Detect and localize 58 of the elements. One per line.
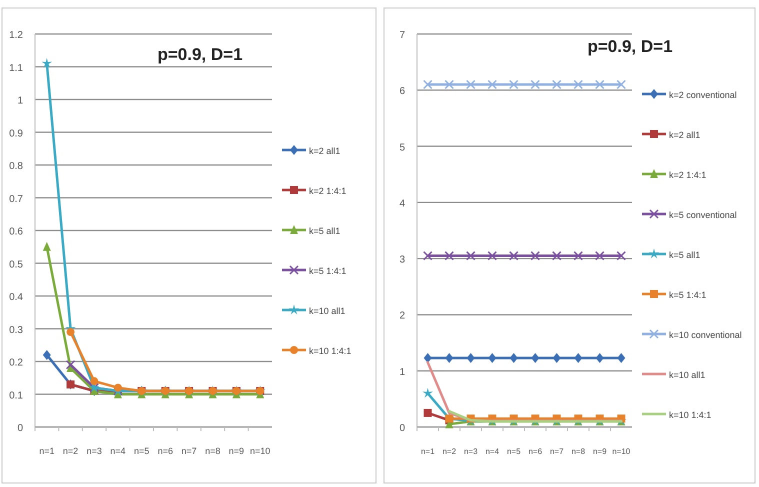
- legend-label: k=5 1:4:1: [309, 266, 346, 276]
- y-tick-label: 2: [399, 310, 406, 322]
- x-tick-label: n=3: [86, 446, 102, 456]
- y-tick-label: 0.1: [9, 390, 24, 402]
- y-tick-label: 1: [399, 366, 406, 378]
- x-tick-label: n=9: [228, 446, 244, 456]
- legend-label: k=2 1:4:1: [309, 186, 346, 196]
- x-tick-label: n=10: [612, 447, 631, 456]
- x-tick-label: n=8: [205, 446, 220, 456]
- text: p=0.9, D=1: [157, 45, 243, 64]
- legend-label: k=10 conventional: [669, 330, 742, 340]
- y-tick-label: 1.1: [9, 62, 24, 74]
- legend-label: k=10 1:4:1: [669, 410, 712, 420]
- y-tick-label: 0: [399, 423, 406, 434]
- y-tick-label: 6: [399, 86, 406, 98]
- legend-label: k=5 all1: [309, 226, 340, 236]
- x-tick-label: n=5: [506, 447, 522, 456]
- legend-label: k=2 conventional: [669, 90, 737, 100]
- x-tick-label: n=1: [420, 447, 436, 456]
- x-tick-label: n=7: [181, 446, 197, 456]
- y-tick-label: 0.5: [9, 259, 24, 270]
- y-tick-label: 0.8: [9, 161, 24, 172]
- x-tick-label: n=6: [158, 446, 173, 456]
- x-tick-label: n=4: [485, 447, 500, 456]
- y-tick-label: 0.4: [9, 292, 24, 303]
- legend-label: k=5 conventional: [669, 210, 737, 220]
- y-tick-label: 5: [399, 142, 406, 154]
- x-tick-label: n=8: [571, 447, 586, 456]
- legend-label: k=2 all1: [309, 146, 340, 156]
- x-tick-label: n=10: [250, 446, 270, 456]
- y-tick-label: 0: [17, 423, 24, 434]
- x-tick-label: n=5: [134, 446, 150, 456]
- x-tick-label: n=3: [464, 447, 478, 456]
- y-tick-label: 4: [399, 198, 406, 210]
- x-tick-label: n=4: [110, 446, 126, 456]
- y-tick-label: 0.2: [9, 358, 24, 368]
- y-tick-label: 1.2: [9, 30, 24, 41]
- legend-label: k=10 all1: [669, 370, 706, 380]
- legend-label: k=5 all1: [669, 250, 700, 260]
- y-tick-label: 0.7: [9, 194, 24, 205]
- y-tick-label: 3: [399, 254, 406, 266]
- y-tick-label: 0.3: [9, 324, 24, 336]
- y-tick-label: 1: [17, 96, 24, 106]
- legend-label: k=2 all1: [669, 130, 700, 140]
- legend-label: k=10 all1: [309, 306, 346, 316]
- legend-label: k=5 1:4:1: [669, 290, 706, 300]
- legend-label: k=10 1:4:1: [309, 346, 352, 356]
- y-tick-label: 7: [399, 30, 406, 41]
- x-tick-label: n=2: [62, 446, 78, 456]
- x-tick-label: n=9: [592, 447, 608, 456]
- legend-label: k=2 1:4:1: [669, 170, 706, 180]
- y-tick-label: 0.9: [9, 128, 24, 140]
- x-tick-label: n=2: [442, 447, 457, 456]
- x-tick-label: n=6: [528, 447, 543, 456]
- chart-title: p=0.9, D=1: [587, 37, 673, 56]
- y-tick-label: 0.6: [9, 226, 24, 238]
- x-tick-label: n=1: [39, 446, 54, 456]
- x-tick-label: n=7: [550, 447, 564, 456]
